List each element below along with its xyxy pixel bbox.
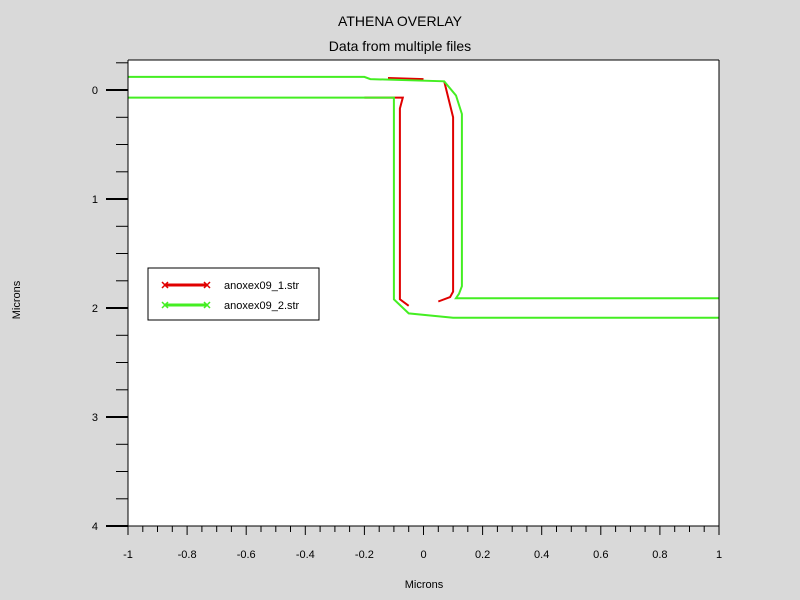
x-tick-label: 0.4 (534, 549, 549, 561)
series-2 (128, 75, 719, 319)
x-tick-label: 1 (716, 549, 722, 561)
y-tick-label: 0 (92, 85, 98, 97)
chart-title: ATHENA OVERLAY (338, 13, 463, 29)
series-1-segment-2 (387, 77, 424, 81)
legend-label: anoxex09_1.str (224, 280, 300, 292)
legend-box (147, 267, 320, 321)
y-tick-label: 4 (92, 521, 98, 533)
y-tick-label: 2 (92, 303, 98, 315)
series-1-segment-3 (437, 81, 455, 303)
series-layer (128, 75, 719, 319)
legend-entries: anoxex09_1.str anoxex09_2.str (161, 280, 300, 312)
x-tick-label: 0 (420, 549, 426, 561)
x-axis-ticks: -1 -0.8 -0.6 -0.4 -0.2 0 0.2 0.4 0.6 0.8 1 (123, 526, 722, 561)
legend-marker (203, 301, 211, 309)
legend-entry-1: anoxex09_1.str (161, 280, 300, 292)
y-axis-ticks: 0 1 2 3 4 (92, 62, 128, 533)
x-tick-label: 0.8 (652, 549, 667, 561)
x-tick-label: -0.6 (237, 549, 256, 561)
x-axis-label: Microns (405, 579, 444, 591)
legend-marker (161, 281, 169, 289)
legend-marker (203, 281, 211, 289)
x-tick-label: -0.4 (296, 549, 315, 561)
y-tick-label: 3 (92, 412, 98, 424)
x-tick-label: 0.6 (593, 549, 608, 561)
x-tick-label: -0.2 (355, 549, 374, 561)
y-tick-label: 1 (92, 194, 98, 206)
x-tick-label: 0.2 (475, 549, 490, 561)
series-2-segment-1 (128, 75, 719, 300)
x-tick-label: -0.8 (178, 549, 197, 561)
legend-entry-2: anoxex09_2.str (161, 300, 300, 312)
chart-subtitle: Data from multiple files (329, 38, 471, 54)
series-2-segment-2 (128, 96, 719, 319)
y-axis-label: Microns (11, 280, 23, 319)
legend-label: anoxex09_2.str (224, 300, 300, 312)
legend: anoxex09_1.str anoxex09_2.str (147, 267, 320, 321)
x-tick-label: -1 (123, 549, 133, 561)
legend-marker (161, 301, 169, 309)
